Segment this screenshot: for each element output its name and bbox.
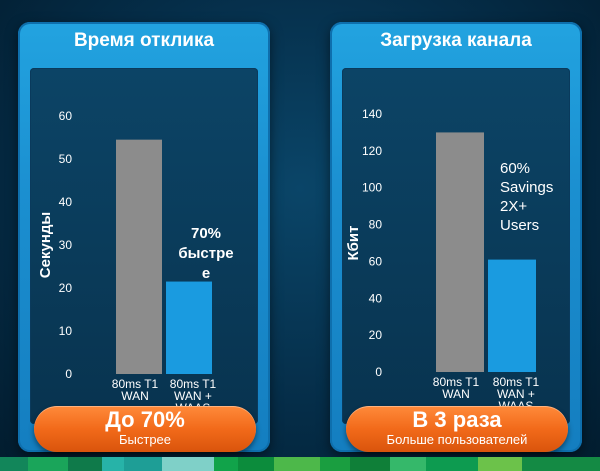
y-tick-label: 60 [369,254,383,268]
response-time-plot-area: 0 10 20 30 40 50 60 Секунды 80ms T1 WAN 80ms T1 WAN… [30,68,258,424]
y-tick-label: 60 [59,109,73,123]
footer-color-strip [0,457,600,471]
y-tick-label: 30 [59,238,73,252]
footer-color-block [124,457,162,471]
bandwidth-panel: Загрузка канала 0 20 40 60 80 100 120 140 Кбит 80… [330,22,582,452]
users-badge-caption: Больше пользователей [386,432,528,447]
speed-badge-caption: Быстрее [118,432,172,447]
y-tick-label: 10 [59,324,73,338]
footer-color-block [390,457,426,471]
y-axis-title: Секунды [37,212,54,278]
users-badge-headline: В 3 раза [412,407,502,432]
x-category-label: 80ms T1 WAN [433,375,480,401]
footer-color-block [68,457,102,471]
footer-color-block [350,457,390,471]
response-time-title: Время отклика [73,30,215,51]
y-tick-label: 40 [369,291,383,305]
footer-color-block [320,457,350,471]
footer-color-block [28,457,68,471]
y-axis-title: Кбит [345,226,362,261]
footer-color-block [162,457,214,471]
y-tick-label: 0 [375,365,382,379]
users-badge: В 3 раза Больше пользователей [346,406,568,452]
bar-wan-waas [166,281,212,374]
bandwidth-plot-area: 0 20 40 60 80 100 120 140 Кбит 80ms T1 WAN 80ms T1 W… [342,68,570,424]
chart-annotation: 60% Savings 2X+ Users [500,160,553,234]
y-tick-label: 0 [65,367,72,381]
y-tick-label: 40 [59,195,73,209]
bar-wan [436,132,484,372]
footer-color-block [522,457,600,471]
footer-color-block [426,457,478,471]
bandwidth-title: Загрузка канала [380,30,532,51]
footer-color-block [214,457,238,471]
footer-color-block [0,457,28,471]
footer-color-block [478,457,522,471]
x-category-label: 80ms T1 WAN [112,377,159,403]
y-tick-label: 80 [369,218,383,232]
y-tick-label: 100 [362,181,382,195]
y-tick-label: 20 [59,281,73,295]
y-tick-label: 20 [369,328,383,342]
speed-badge: До 70% Быстрее [34,406,256,452]
y-tick-label: 140 [362,107,382,121]
speed-badge-headline: До 70% [105,407,185,432]
response-time-panel: Время отклика 0 10 20 30 40 50 60 Секунды 80ms T… [18,22,270,452]
chart-annotation: 70% быстре е [178,225,233,282]
bar-wan [116,139,162,374]
footer-color-block [102,457,124,471]
footer-color-block [238,457,274,471]
y-tick-label: 50 [59,152,73,166]
bar-wan-waas [488,259,536,372]
y-tick-label: 120 [362,144,382,158]
footer-color-block [274,457,320,471]
